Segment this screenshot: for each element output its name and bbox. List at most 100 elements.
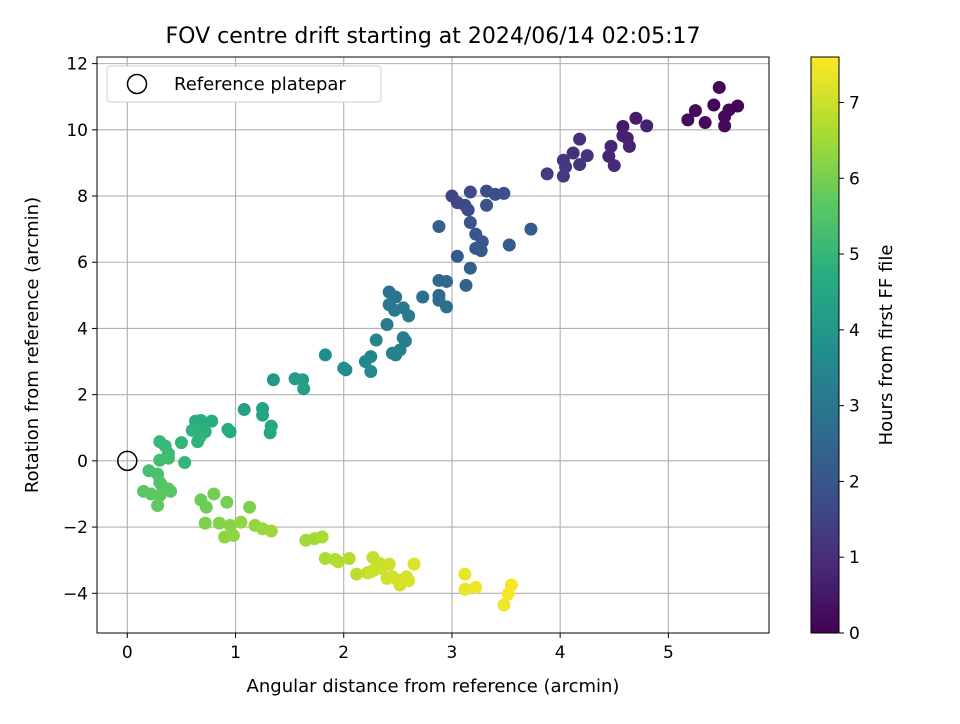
- data-point: [718, 119, 732, 133]
- data-point: [218, 530, 232, 544]
- data-point: [640, 119, 654, 133]
- data-point: [712, 80, 726, 94]
- data-point: [688, 104, 702, 118]
- data-point: [450, 249, 464, 263]
- data-point: [480, 198, 494, 212]
- data-point: [212, 516, 226, 530]
- data-point: [622, 139, 636, 153]
- data-point: [264, 524, 278, 538]
- data-point: [407, 557, 421, 571]
- y-tick-label: −4: [63, 584, 88, 604]
- data-point: [718, 110, 732, 124]
- data-point: [337, 361, 351, 375]
- data-points: [117, 80, 745, 612]
- legend-marker-circle-icon: [126, 73, 148, 95]
- data-point: [616, 120, 630, 134]
- data-point: [174, 436, 188, 450]
- data-point: [342, 552, 356, 566]
- colorbar-label: Hours from first FF file: [876, 245, 897, 446]
- x-tick-label: 1: [230, 643, 241, 663]
- y-tick-label: 2: [77, 386, 88, 406]
- grid: [97, 57, 769, 633]
- data-point: [223, 425, 237, 439]
- colorbar-tick-label: 2: [849, 472, 860, 492]
- data-point: [440, 300, 454, 314]
- data-point: [318, 348, 332, 362]
- colorbar-ticks: 0 1 2 3 4 5 6 7: [839, 93, 860, 644]
- data-point: [458, 567, 472, 581]
- data-point: [497, 186, 511, 200]
- data-point: [402, 574, 416, 588]
- data-point: [164, 484, 178, 498]
- data-point: [199, 500, 213, 514]
- data-point: [463, 185, 477, 199]
- data-point: [369, 333, 383, 347]
- data-point: [416, 290, 430, 304]
- data-point: [223, 518, 237, 532]
- colorbar-tick-label: 5: [849, 245, 860, 265]
- legend-box: [106, 65, 382, 103]
- x-axis-ticks: 0 1 2 3 4 5: [122, 633, 674, 663]
- data-point: [234, 515, 248, 529]
- y-tick-label: 0: [77, 452, 88, 472]
- data-point: [389, 348, 403, 362]
- data-point: [580, 149, 594, 163]
- plot-frame: [96, 56, 770, 634]
- data-point: [524, 222, 538, 236]
- data-point: [266, 373, 280, 387]
- reference-point-marker: [117, 450, 138, 472]
- data-point: [178, 456, 192, 470]
- data-point: [497, 598, 511, 612]
- data-point: [364, 565, 378, 579]
- data-point: [698, 116, 712, 130]
- data-point: [220, 495, 234, 509]
- data-point: [604, 139, 618, 153]
- data-point: [331, 555, 345, 569]
- data-point: [243, 500, 257, 514]
- data-point: [607, 159, 621, 173]
- data-point: [681, 113, 695, 127]
- colorbar-tick-label: 6: [849, 169, 860, 189]
- x-axis-label: Angular distance from reference (arcmin): [247, 676, 620, 697]
- data-point: [191, 435, 205, 449]
- data-point: [151, 499, 165, 513]
- data-point: [573, 158, 587, 172]
- y-tick-label: 10: [66, 121, 88, 141]
- colorbar-tick-label: 3: [849, 397, 860, 417]
- x-tick-label: 3: [447, 643, 458, 663]
- y-axis-ticks: −4 −2 0 2 4 6 8 10 12: [63, 55, 97, 604]
- colorbar-tick-label: 7: [849, 93, 860, 113]
- data-point: [315, 530, 329, 544]
- data-point: [153, 453, 167, 467]
- data-point: [207, 487, 221, 501]
- data-point: [350, 567, 364, 581]
- data-point: [469, 580, 483, 594]
- data-point: [263, 426, 277, 440]
- data-point: [364, 364, 378, 378]
- data-point: [237, 403, 251, 417]
- data-point: [707, 98, 721, 112]
- data-point: [432, 219, 446, 233]
- y-tick-label: 8: [77, 187, 88, 207]
- colorbar-tick-label: 0: [849, 624, 860, 644]
- data-point: [198, 516, 212, 530]
- x-tick-label: 0: [122, 643, 133, 663]
- data-point: [540, 167, 554, 181]
- data-point: [566, 146, 580, 160]
- colorbar-tick-label: 4: [849, 321, 860, 341]
- data-point: [153, 489, 167, 503]
- y-tick-label: −2: [63, 518, 88, 538]
- data-point: [474, 244, 488, 258]
- colorbar-gradient: [810, 56, 840, 634]
- x-tick-label: 5: [663, 643, 674, 663]
- data-point: [380, 317, 394, 331]
- data-point: [382, 557, 396, 571]
- y-tick-label: 6: [77, 253, 88, 273]
- data-point: [731, 99, 745, 113]
- y-tick-label: 4: [77, 319, 88, 339]
- x-tick-label: 4: [555, 643, 566, 663]
- y-axis-label: Rotation from reference (arcmin): [22, 197, 43, 493]
- data-point: [459, 278, 473, 292]
- chart-title: FOV centre drift starting at 2024/06/14 …: [166, 24, 701, 49]
